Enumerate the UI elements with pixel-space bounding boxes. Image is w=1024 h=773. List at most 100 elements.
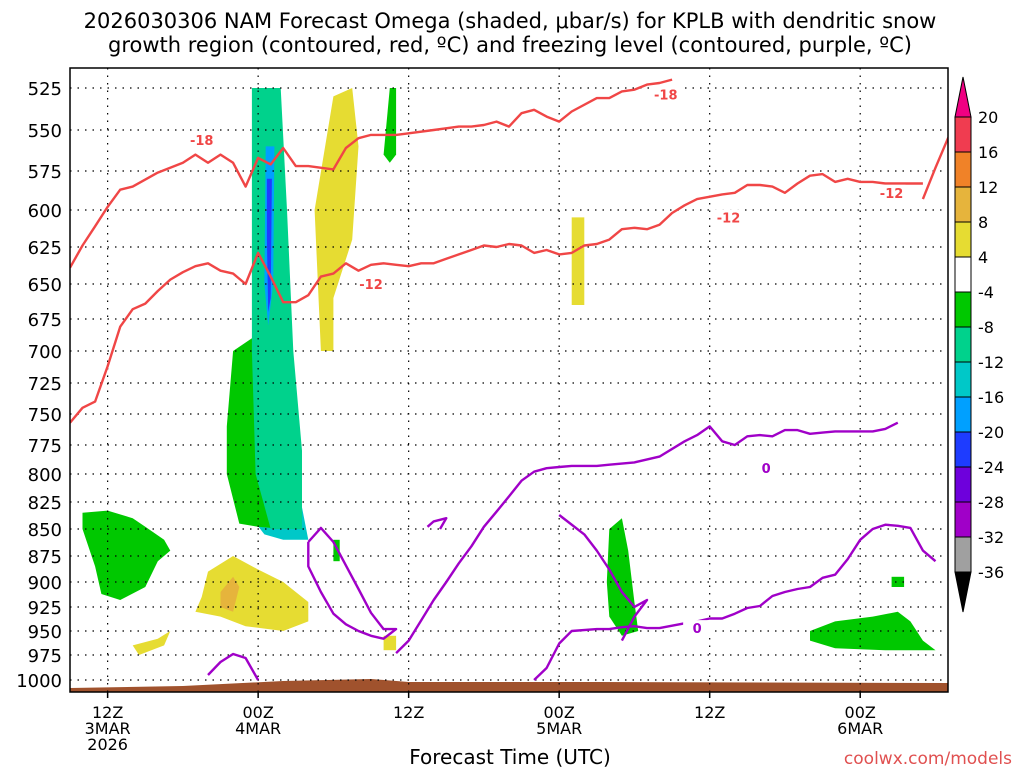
y-tick-925: 925	[28, 598, 62, 619]
colorbar-label-0: 20	[978, 108, 998, 127]
x-tick-label-6-2: 2026	[87, 735, 128, 754]
contour-dgz-warm	[70, 172, 923, 424]
omega-region-16	[891, 576, 905, 587]
colorbar-top-arrow	[954, 76, 972, 118]
contour-label-4: -12	[880, 187, 904, 202]
colorbar-bin-12	[954, 536, 972, 573]
y-tick-650: 650	[28, 275, 62, 296]
colorbar-label-2: 12	[978, 178, 998, 197]
contour-label-bg-4	[877, 184, 906, 201]
contour-freezing-left-loop	[207, 652, 260, 681]
y-tick-800: 800	[28, 465, 62, 486]
colorbar-bin-5	[954, 291, 972, 328]
colorbar-label-12: -32	[978, 528, 1004, 547]
colorbar-bin-1	[954, 151, 972, 188]
y-tick-825: 825	[28, 493, 62, 514]
colorbar-bin-11	[954, 501, 972, 538]
y-tick-700: 700	[28, 342, 62, 363]
contour-label-5: 0	[693, 622, 702, 637]
colorbar-label-1: 16	[978, 143, 998, 162]
colorbar-bin-2	[954, 186, 972, 223]
x-tick-label-42-0: 00Z	[544, 703, 575, 722]
y-tick-675: 675	[28, 310, 62, 331]
colorbar-bin-7	[954, 361, 972, 398]
colorbar-bin-0	[954, 116, 972, 153]
terrain	[70, 679, 948, 692]
contour-label-2: -12	[359, 278, 383, 293]
contour-freezing-small-hook	[426, 517, 448, 530]
x-tick-label-18-1: 4MAR	[235, 719, 281, 738]
omega-region-13	[383, 635, 397, 651]
colorbar-bin-10	[954, 466, 972, 503]
y-tick-875: 875	[28, 547, 62, 568]
chart-title-line-2: growth region (contoured, red, ºC) and f…	[108, 33, 912, 57]
y-tick-775: 775	[28, 436, 62, 457]
colorbar-label-6: -8	[978, 318, 994, 337]
terrain-strip	[70, 679, 948, 692]
contour-label-0: -18	[190, 134, 214, 149]
y-tick-725: 725	[28, 374, 62, 395]
y-tick-750: 750	[28, 405, 62, 426]
plot-frame	[69, 67, 949, 693]
x-tick-label-18-0: 00Z	[242, 703, 273, 722]
x-tick-label-66-0: 00Z	[845, 703, 876, 722]
x-tick-label-42-1: 5MAR	[536, 719, 582, 738]
colorbar-label-10: -24	[978, 458, 1004, 477]
x-tick-label-54-0: 12Z	[694, 703, 725, 722]
omega-region-5	[314, 88, 359, 351]
colorbar-label-3: 8	[978, 213, 988, 232]
contour-dgz-cold-right	[921, 136, 948, 200]
y-tick-550: 550	[28, 121, 62, 142]
omega-region-8	[82, 510, 171, 600]
colorbar-label-4: 4	[978, 248, 988, 267]
y-tick-625: 625	[28, 238, 62, 259]
contour-freezing-main	[533, 523, 937, 681]
y-tick-600: 600	[28, 201, 62, 222]
contour-label-bg-5	[683, 620, 712, 637]
contour-label-6: 0	[762, 462, 771, 477]
x-tick-label-6-1: 3MAR	[85, 719, 131, 738]
contour-label-3: -12	[717, 211, 741, 226]
colorbar-bin-3	[954, 221, 972, 258]
x-tick-label-66-1: 6MAR	[837, 719, 883, 738]
colorbar-label-11: -28	[978, 493, 1004, 512]
colorbar-label-7: -12	[978, 353, 1004, 372]
colorbar-bottom-arrow	[954, 571, 972, 613]
contour-lines: -18 -18 -12 -12 -12 0 0	[70, 78, 948, 681]
colorbar-bin-4	[954, 256, 972, 293]
omega-region-14	[606, 518, 639, 636]
x-tick-label-6-0: 12Z	[92, 703, 123, 722]
colorbar-label-5: -4	[978, 283, 994, 302]
omega-region-2	[251, 88, 302, 529]
y-tick-850: 850	[28, 520, 62, 541]
colorbar-label-9: -20	[978, 423, 1004, 442]
colorbar-bin-6	[954, 326, 972, 363]
colorbar-bin-9	[954, 431, 972, 468]
colorbar-label-13: -36	[978, 563, 1004, 582]
contour-label-1: -18	[654, 89, 678, 104]
omega-shaded-regions	[82, 88, 936, 655]
credit-text: coolwx.com/models	[844, 749, 1012, 768]
axes	[69, 67, 949, 693]
contour-freezing-mid-loop	[307, 526, 398, 640]
omega-region-10	[220, 576, 240, 612]
chart-title: 2026030306 NAM Forecast Omega (shaded, μ…	[84, 9, 937, 57]
contour-label-bg-0	[187, 131, 216, 148]
contour-label-bg-6	[752, 460, 781, 477]
y-tick-900: 900	[28, 573, 62, 594]
colorbar: 20 16 12 8 4 -4 -8 -12 -16 -20 -24 -28 -32 -36	[954, 76, 1004, 613]
y-tick-1000: 1000	[16, 671, 62, 692]
y-axis-tick-labels: 525 550 575 600 625 650 675 700 725 750 775 800 825 8…	[16, 79, 62, 692]
y-tick-525: 525	[28, 79, 62, 100]
colorbar-bin-8	[954, 396, 972, 433]
colorbar-label-8: -16	[978, 388, 1004, 407]
chart-title-line-1: 2026030306 NAM Forecast Omega (shaded, μ…	[84, 9, 937, 33]
contour-label-bg-1	[651, 86, 680, 103]
omega-region-6	[383, 88, 397, 163]
contour-label-bg-3	[714, 209, 743, 226]
contour-dgz-cold-upper	[70, 78, 673, 269]
contour-freezing-right-arc	[558, 514, 649, 642]
